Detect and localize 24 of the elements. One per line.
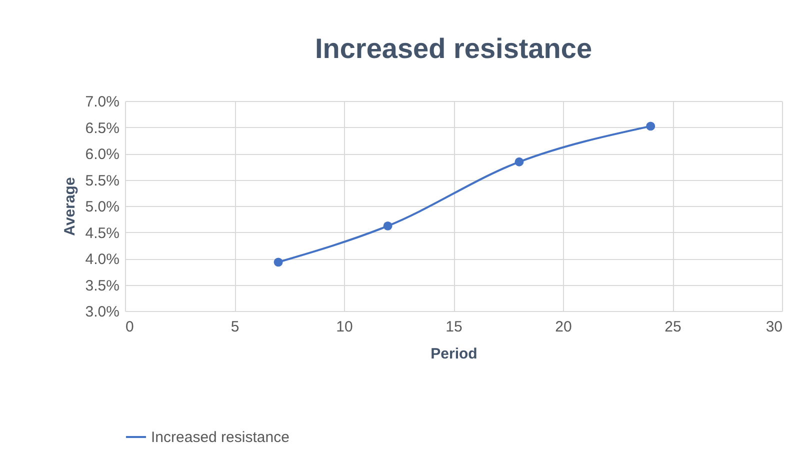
x-axis-title: Period: [430, 346, 478, 362]
point: [274, 258, 283, 267]
legend-label: Increased resistance: [151, 429, 290, 446]
y-tick-label: 3.0%: [85, 304, 120, 320]
x-tick-label: 5: [230, 318, 240, 336]
x-tick-label: 0: [126, 318, 134, 336]
point: [646, 122, 656, 131]
x-tick-label: 30: [766, 318, 782, 336]
y-tick-label: 3.5%: [85, 277, 120, 294]
y-tick-label: 6.0%: [85, 146, 120, 163]
y-axis-title: Average: [61, 177, 78, 236]
y-tick-label: 4.5%: [85, 224, 120, 242]
point: [383, 221, 392, 230]
y-tick-label: 5.0%: [85, 198, 120, 216]
x-tick-label: 25: [664, 318, 682, 336]
chart-title: Increased resistance: [314, 33, 592, 64]
x-tick-label: 10: [336, 318, 353, 336]
y-tick-label: 6.5%: [85, 120, 120, 137]
y-tick-label: 7.0%: [85, 94, 120, 110]
x-tick-label: 15: [446, 318, 462, 336]
point: [514, 157, 524, 166]
x-tick-label: 20: [555, 318, 572, 336]
y-tick-label: 5.5%: [85, 172, 120, 190]
y-tick-label: 4.0%: [85, 251, 120, 268]
